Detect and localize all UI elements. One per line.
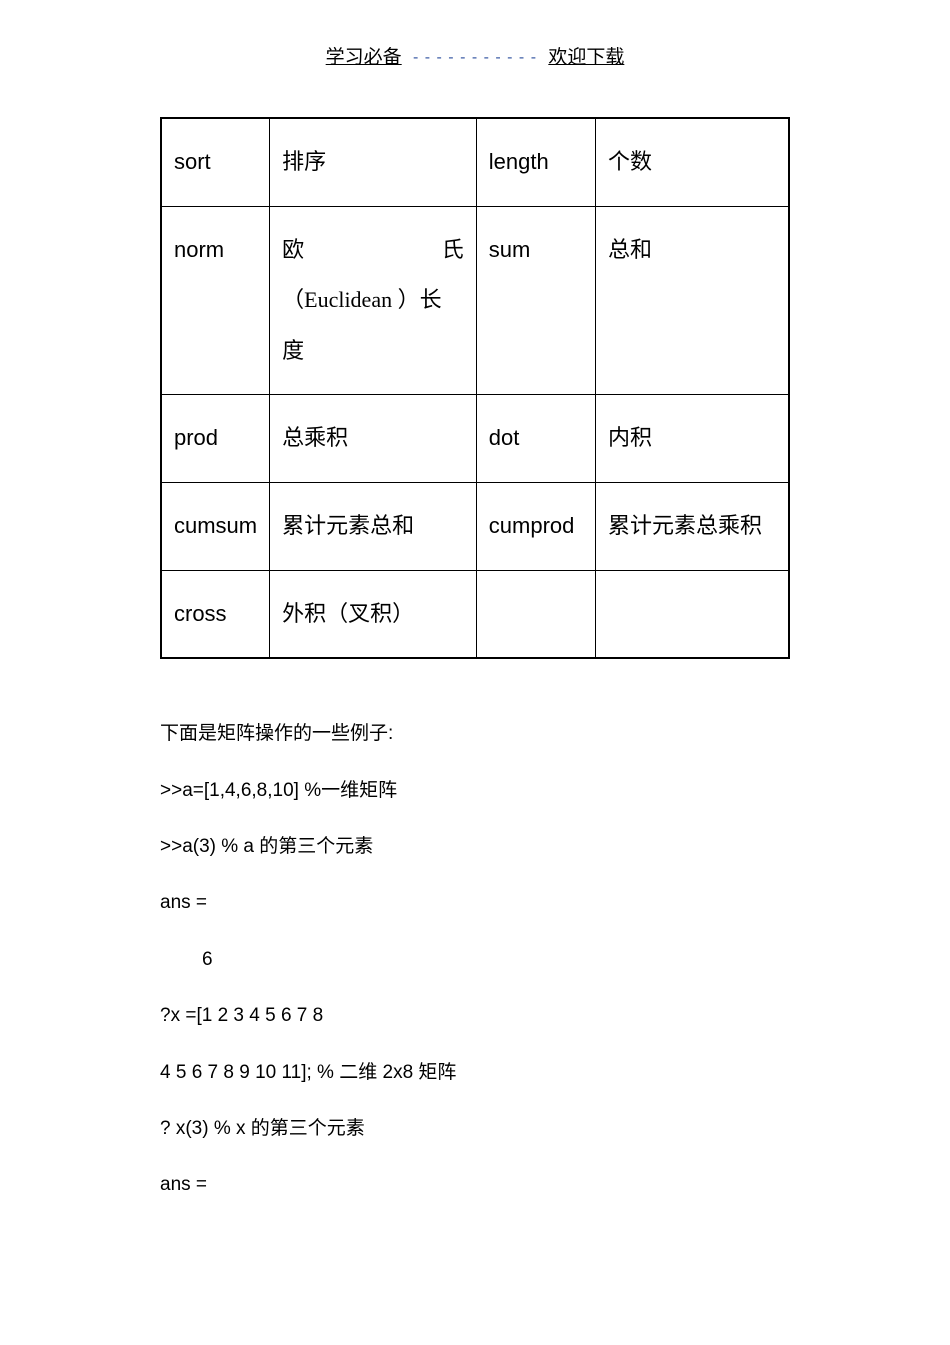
header-dashes: - - - - - - - - - - - (413, 49, 537, 67)
content-area: sort 排序 length 个数 norm 欧 氏 （Euclidean ）长… (0, 69, 950, 1201)
table-row: cross 外积（叉积） (161, 570, 789, 658)
norm-text-b: 氏 (442, 225, 464, 276)
cell-cross: cross (161, 570, 270, 658)
cell-dot-desc: 内积 (596, 395, 790, 483)
cell-sum-desc: 总和 (596, 206, 790, 395)
cell-length: length (476, 118, 595, 206)
function-table: sort 排序 length 个数 norm 欧 氏 （Euclidean ）长… (160, 117, 790, 659)
text-line: >>a=[1,4,6,8,10] %一维矩阵 (160, 776, 790, 806)
cell-length-desc: 个数 (596, 118, 790, 206)
text-line: ans = (160, 888, 790, 918)
cell-cumsum: cumsum (161, 482, 270, 570)
cell-prod: prod (161, 395, 270, 483)
cell-cross-desc: 外积（叉积） (270, 570, 477, 658)
cell-sum: sum (476, 206, 595, 395)
norm-text-a: 欧 (282, 225, 304, 276)
table-row: prod 总乘积 dot 内积 (161, 395, 789, 483)
table-row: cumsum 累计元素总和 cumprod 累计元素总乘积 (161, 482, 789, 570)
cell-empty1 (476, 570, 595, 658)
norm-text-line3: 度 (282, 326, 464, 377)
cell-dot: dot (476, 395, 595, 483)
text-line: ?x =[1 2 3 4 5 6 7 8 (160, 1001, 790, 1031)
body-text: 下面是矩阵操作的一些例子: >>a=[1,4,6,8,10] %一维矩阵 >>a… (160, 719, 790, 1201)
text-line: ans = (160, 1170, 790, 1200)
norm-text-line2: （Euclidean ）长 (282, 275, 464, 326)
cell-norm: norm (161, 206, 270, 395)
cell-prod-desc: 总乘积 (270, 395, 477, 483)
page-header: 学习必备 - - - - - - - - - - - 欢迎下载 (0, 0, 950, 69)
cell-sort-desc: 排序 (270, 118, 477, 206)
cell-sort: sort (161, 118, 270, 206)
text-result: 6 (160, 945, 790, 975)
cell-cumprod: cumprod (476, 482, 595, 570)
text-intro: 下面是矩阵操作的一些例子: (160, 719, 790, 749)
text-line: 4 5 6 7 8 9 10 11]; % 二维 2x8 矩阵 (160, 1058, 790, 1088)
header-right: 欢迎下载 (548, 42, 624, 69)
cell-empty2 (596, 570, 790, 658)
cell-cumprod-desc: 累计元素总乘积 (596, 482, 790, 570)
header-left: 学习必备 (326, 42, 402, 69)
cell-cumsum-desc: 累计元素总和 (270, 482, 477, 570)
text-line: >>a(3) % a 的第三个元素 (160, 832, 790, 862)
cell-norm-desc: 欧 氏 （Euclidean ）长 度 (270, 206, 477, 395)
table-row: sort 排序 length 个数 (161, 118, 789, 206)
table-row: norm 欧 氏 （Euclidean ）长 度 sum 总和 (161, 206, 789, 395)
text-line: ? x(3) % x 的第三个元素 (160, 1114, 790, 1144)
